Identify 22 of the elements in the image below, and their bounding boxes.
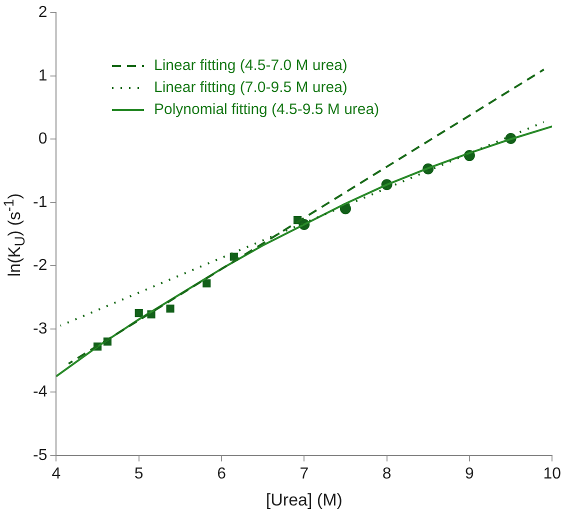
x-tick-label: 10: [543, 465, 562, 482]
legend-label: Linear fitting (7.0-9.5 M urea): [154, 78, 348, 98]
y-tick-label: 1: [38, 67, 48, 84]
x-tick-label: 9: [465, 465, 474, 482]
x-tick-label: 6: [217, 465, 226, 482]
x-tick-label: 5: [134, 465, 144, 482]
y-tick-label: -4: [32, 384, 48, 401]
x-tick-label: 4: [52, 465, 61, 482]
point: [166, 304, 174, 313]
point: [202, 279, 211, 288]
y-tick-label: 0: [38, 130, 48, 148]
y-tick-label: -2: [32, 257, 48, 274]
point: [134, 309, 143, 318]
x-tick-label: 8: [382, 465, 392, 482]
x-axis-title: [Urea] (M): [266, 490, 342, 510]
x-tick-label: 7: [300, 465, 309, 482]
legend-label: Polynomial fitting (4.5-9.5 M urea): [154, 100, 380, 120]
y-tick-label: -1: [32, 194, 48, 211]
y-tick-label: -5: [32, 446, 48, 464]
legend-label: Linear fitting (4.5-7.0 M urea): [154, 56, 348, 76]
y-tick-label: 2: [38, 4, 48, 22]
y-tick-label: -3: [32, 320, 48, 338]
